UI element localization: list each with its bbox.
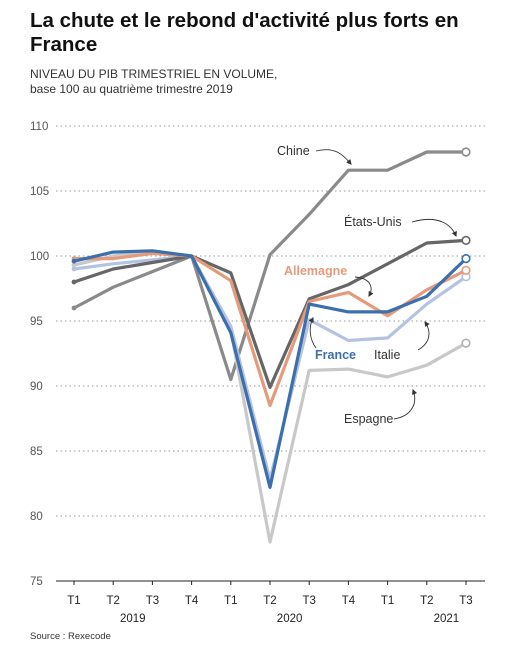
series-line-italie <box>72 254 468 482</box>
label-leader-arrow <box>315 149 352 165</box>
x-tick-label: T1 <box>67 595 80 607</box>
x-tick-label: T3 <box>146 595 159 607</box>
source-note: Source : Rexecode <box>30 631 111 642</box>
x-tick-label: T3 <box>302 595 315 607</box>
series-end-marker <box>461 235 471 245</box>
series-label-france: France <box>315 348 356 362</box>
series-label-italie: Italie <box>374 348 400 362</box>
series-start-point <box>71 266 77 272</box>
x-tick-label: T2 <box>263 595 276 607</box>
series-end-marker <box>461 147 471 157</box>
label-leader-arrow <box>417 321 430 351</box>
series-start-point <box>71 305 77 311</box>
series-label-états-unis: États-Unis <box>344 214 402 229</box>
series-line-espagne <box>72 250 468 544</box>
label-leader-arrow <box>393 388 418 420</box>
y-tick-label: 100 <box>30 251 49 263</box>
y-tick-label: 90 <box>30 381 43 393</box>
year-label: 2019 <box>120 613 146 625</box>
x-tick-label: T2 <box>106 595 119 607</box>
series-label-espagne: Espagne <box>344 412 393 426</box>
label-leader-arrow <box>411 218 457 238</box>
subtitle-line-2: base 100 au quatrième trimestre 2019 <box>30 82 233 96</box>
series-end-marker <box>461 338 471 348</box>
series-label-chine: Chine <box>277 144 310 158</box>
label-leader-arrow <box>308 317 317 349</box>
y-tick-label: 85 <box>30 446 43 458</box>
series-line-états-unis <box>72 238 468 389</box>
series-line-chine <box>72 150 468 382</box>
x-tick-label: T4 <box>185 595 199 607</box>
series-label-allemagne: Allemagne <box>284 264 347 278</box>
series-start-point <box>71 279 77 285</box>
chart-subtitle: NIVEAU DU PIB TRIMESTRIEL EN VOLUME, bas… <box>30 67 277 97</box>
series-start-point <box>71 262 77 268</box>
y-tick-label: 105 <box>30 186 49 198</box>
year-label: 2020 <box>277 613 303 625</box>
year-label: 2021 <box>434 613 460 625</box>
label-leader-arrow <box>354 276 374 297</box>
series-end-marker <box>461 265 471 275</box>
series-start-point <box>71 258 77 264</box>
x-tick-label: T1 <box>381 595 394 607</box>
y-tick-label: 95 <box>30 316 43 328</box>
x-tick-label: T3 <box>459 595 472 607</box>
y-tick-label: 80 <box>30 511 43 523</box>
x-tick-label: T2 <box>420 595 433 607</box>
series-line-france <box>72 249 468 489</box>
y-tick-label: 75 <box>30 576 43 588</box>
x-tick-label: T1 <box>224 595 237 607</box>
chart-title: La chute et le rebond d'activité plus fo… <box>30 9 459 56</box>
series-end-marker <box>461 254 471 264</box>
y-tick-label: 110 <box>30 121 48 133</box>
subtitle-line-1: NIVEAU DU PIB TRIMESTRIEL EN VOLUME, <box>30 67 278 81</box>
x-tick-label: T4 <box>342 595 356 607</box>
